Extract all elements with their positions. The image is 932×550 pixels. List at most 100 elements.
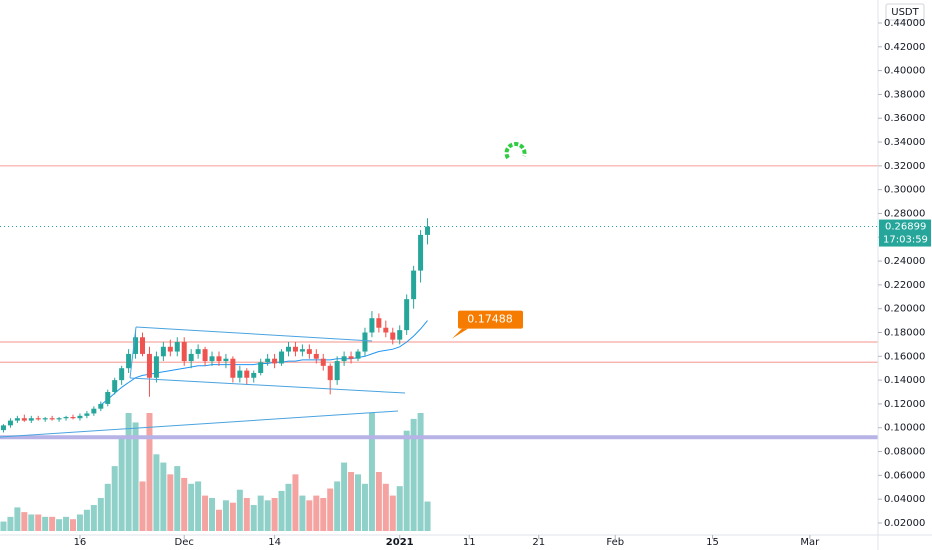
volume-bar [202, 495, 209, 531]
volume-bar [49, 516, 56, 531]
candle-body [14, 418, 20, 421]
x-tick-label: 11 [463, 537, 476, 548]
candle-body [411, 270, 417, 300]
candle-body [105, 392, 111, 404]
y-tick-label: 0.12000 [884, 399, 925, 410]
y-tick-label: 0.30000 [884, 185, 925, 196]
candle-body [7, 420, 13, 426]
candle-body [91, 408, 97, 414]
volume-bar [174, 466, 181, 531]
trend-line [129, 326, 137, 379]
candle-body [376, 318, 382, 328]
candle-body [285, 346, 291, 352]
volume-bar [56, 519, 63, 531]
y-tick-label: 0.42000 [884, 42, 925, 53]
candle-body [21, 418, 27, 421]
x-tick-label: Mar [800, 537, 820, 548]
volume-bar [236, 489, 243, 531]
candle-body [202, 349, 208, 362]
candle-body [397, 330, 403, 340]
candle-body [244, 370, 250, 378]
candle-body [209, 356, 215, 362]
y-tick-label: 0.36000 [884, 113, 925, 124]
candle-body [404, 299, 410, 331]
volume-bar [250, 505, 257, 531]
volume-bar [0, 521, 7, 531]
volume-bar [209, 497, 216, 531]
volume-bar [97, 497, 104, 531]
volume-bar [195, 481, 202, 531]
volume-bar [285, 483, 292, 531]
volume-bar [327, 488, 334, 531]
candle-body [146, 353, 152, 378]
currency-label[interactable]: USDT [891, 7, 919, 18]
volume-bar [403, 430, 410, 531]
volume-bar [21, 512, 28, 531]
volume-bar [132, 422, 139, 531]
candle-body [348, 356, 354, 359]
candle-body [63, 417, 69, 419]
volume-bar [139, 481, 146, 531]
volume-bar [215, 509, 222, 531]
volume-bar [14, 507, 21, 531]
currency-box[interactable] [885, 3, 925, 21]
volume-bar [278, 490, 285, 531]
candle-layer [0, 218, 431, 433]
candle-body [35, 418, 41, 420]
volume-bar [368, 413, 375, 531]
callout-label: 0.17488 [467, 313, 513, 326]
candle-body [265, 358, 271, 363]
volume-bar [271, 497, 278, 531]
y-tick-label: 0.16000 [884, 351, 925, 362]
candle-body [418, 234, 424, 271]
x-tick-label: 16 [74, 537, 87, 548]
candle-body [334, 361, 340, 381]
x-tick-label: 2021 [386, 537, 414, 548]
candle-body [140, 337, 146, 354]
trend-line [129, 377, 406, 394]
volume-bar [146, 413, 153, 531]
volume-layer [0, 413, 431, 531]
volume-bar [361, 483, 368, 531]
last-price-box [879, 219, 931, 247]
candle-body [0, 425, 6, 431]
x-tick-label: Feb [606, 537, 624, 548]
volume-bar [410, 418, 417, 531]
candle-body [98, 403, 104, 409]
volume-bar [118, 436, 125, 531]
volume-bar [125, 413, 132, 531]
y-tick-label: 0.38000 [884, 89, 925, 100]
volume-bar [28, 514, 35, 531]
y-tick-label: 0.34000 [884, 137, 925, 148]
volume-bar [396, 486, 403, 531]
magnet-icon [504, 142, 527, 160]
candle-body [313, 353, 319, 359]
volume-bar [292, 474, 299, 531]
volume-bar [90, 505, 97, 531]
last-price-label: 0.26899 [885, 222, 926, 233]
volume-bar [243, 497, 250, 531]
volume-bar [417, 413, 424, 531]
volume-bar [160, 462, 167, 531]
candle-body [112, 380, 118, 393]
y-tick-label: 0.20000 [884, 304, 925, 315]
y-tick-label: 0.32000 [884, 161, 925, 172]
candle-body [42, 418, 48, 420]
volume-bar [375, 472, 382, 531]
candle-body [174, 342, 180, 352]
volume-bar [35, 514, 42, 531]
candle-body [272, 358, 278, 364]
y-tick-label: 0.04000 [884, 494, 925, 505]
callout-box [458, 310, 523, 329]
candle-body [49, 418, 55, 420]
candle-body [355, 351, 361, 359]
candle-body [56, 418, 62, 420]
volume-bar [188, 483, 195, 531]
volume-bar [83, 509, 90, 531]
y-tick-label: 0.02000 [884, 518, 925, 529]
volume-bar [42, 516, 49, 531]
candle-body [223, 358, 229, 362]
candle-body [153, 356, 159, 378]
volume-bar [313, 495, 320, 531]
